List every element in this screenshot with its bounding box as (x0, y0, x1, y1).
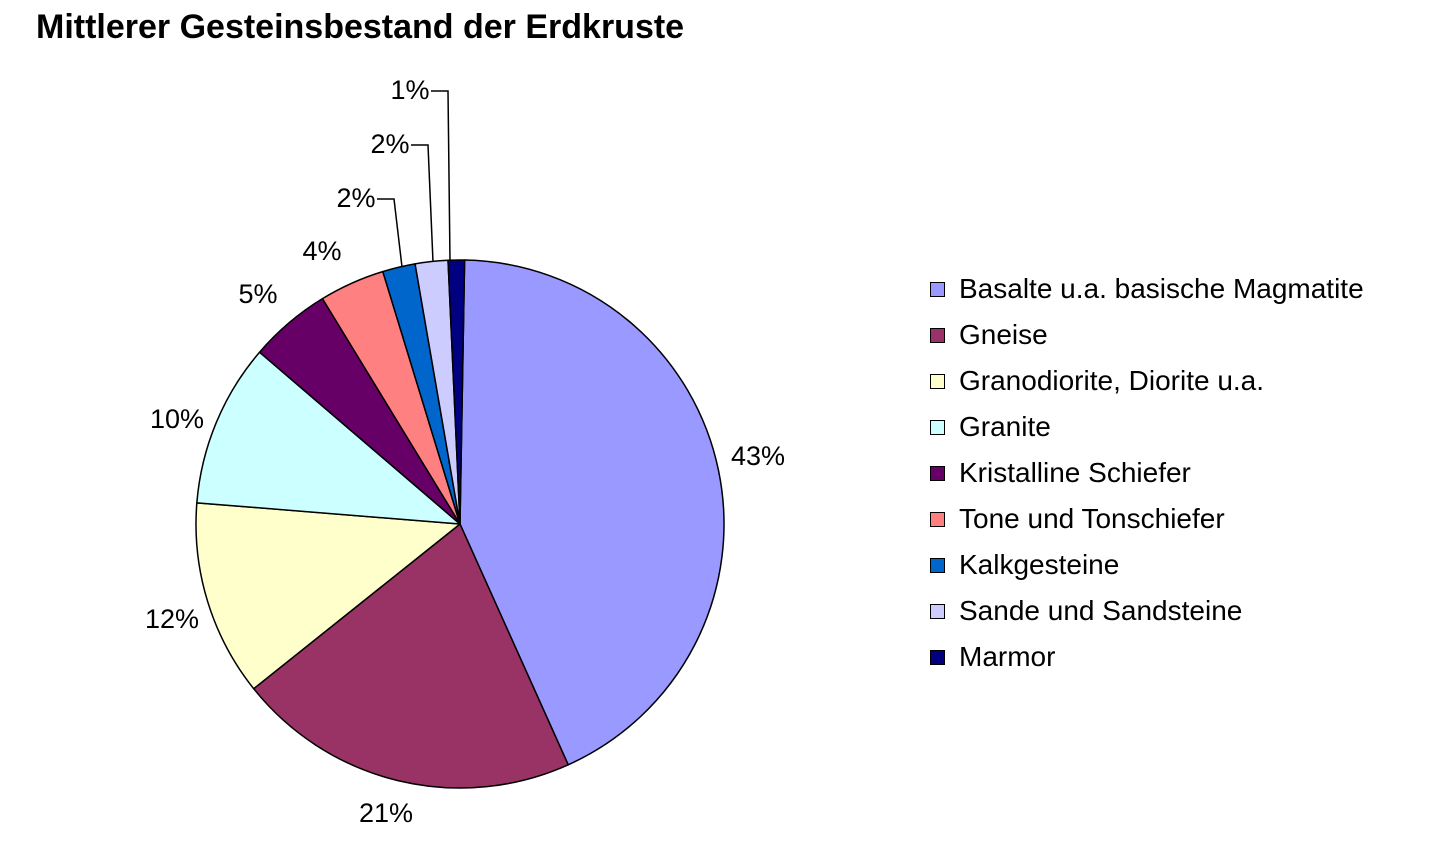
data-labels: 43% 21% 12% 10% 5% 4% 2% 2% 1% (145, 75, 785, 828)
legend-label: Tone und Tonschiefer (959, 503, 1225, 534)
data-label-7: 2% (336, 183, 375, 213)
data-label-6: 4% (302, 236, 341, 266)
legend-swatch (930, 512, 945, 527)
pie-slice-1 (459, 259, 725, 766)
legend-label: Granodiorite, Diorite u.a. (959, 365, 1265, 396)
leader-lines (377, 90, 451, 268)
data-label-8: 2% (370, 129, 409, 159)
data-label-9: 1% (390, 75, 429, 105)
legend-swatch (930, 466, 945, 481)
data-label-1: 43% (731, 441, 785, 471)
legend-label: Marmor (959, 641, 1056, 672)
data-label-3: 12% (145, 604, 199, 634)
data-label-5: 5% (238, 279, 277, 309)
chart-title: Mittlerer Gesteinsbestand der Erdkruste (36, 8, 685, 46)
legend-label: Sande und Sandsteine (959, 595, 1243, 626)
legend-label: Kristalline Schiefer (959, 457, 1191, 488)
legend-label: Kalkgesteine (959, 549, 1120, 580)
data-label-2: 21% (359, 798, 413, 828)
legend-swatch (930, 420, 945, 435)
legend-label: Granite (959, 411, 1051, 442)
legend-swatch (930, 558, 945, 573)
legend-label: Gneise (959, 319, 1048, 350)
pie-slice-2 (252, 523, 569, 789)
leader-line-8 (411, 144, 434, 263)
legend-label: Basalte u.a. basische Magmatite (959, 273, 1364, 304)
legend-swatch (930, 328, 945, 343)
pie-slices (195, 259, 725, 789)
legend-swatch (930, 282, 945, 297)
legend-swatch (930, 650, 945, 665)
data-label-4: 10% (150, 404, 204, 434)
pie-slice-9 (447, 259, 466, 525)
pie-slice-3 (195, 502, 461, 690)
leader-line-7 (377, 198, 403, 268)
leader-line-9 (431, 90, 451, 262)
legend-swatch (930, 604, 945, 619)
pie-slice-4 (196, 351, 461, 525)
legend-swatch (930, 374, 945, 389)
